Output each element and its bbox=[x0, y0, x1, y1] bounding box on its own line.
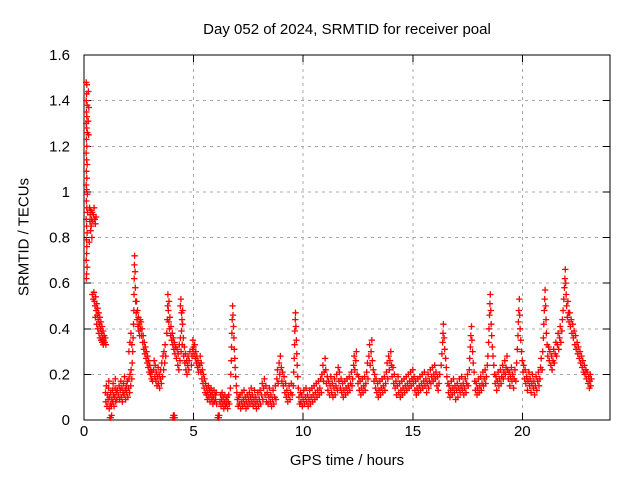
y-tick-labels: 0 0.2 0.4 0.6 0.8 1 1.2 1.4 1.6 bbox=[49, 47, 70, 429]
gridlines bbox=[84, 55, 610, 420]
x-tick-labels: 0 5 10 15 20 bbox=[80, 423, 531, 440]
x-tick-label: 0 bbox=[80, 423, 88, 440]
y-tick-label: 0 bbox=[62, 412, 70, 429]
chart-title: Day 052 of 2024, SRMTID for receiver poa… bbox=[203, 21, 491, 38]
y-tick-label: 0.8 bbox=[49, 230, 70, 247]
y-tick-label: 1.4 bbox=[49, 93, 70, 110]
y-tick-label: 0.4 bbox=[49, 321, 70, 338]
x-tick-label: 5 bbox=[189, 423, 197, 440]
x-tick-label: 15 bbox=[404, 423, 421, 440]
data-points bbox=[83, 79, 595, 421]
plot-border bbox=[83, 54, 611, 421]
y-tick-label: 0.6 bbox=[49, 275, 70, 292]
y-tick-label: 1.6 bbox=[49, 47, 70, 64]
x-axis-label: GPS time / hours bbox=[289, 452, 405, 469]
x-tick-label: 10 bbox=[295, 423, 312, 440]
y-tick-label: 1 bbox=[62, 184, 70, 201]
x-tick-label: 20 bbox=[514, 423, 531, 440]
y-tick-label: 0.2 bbox=[49, 366, 70, 383]
y-tick-label: 1.2 bbox=[49, 138, 70, 155]
